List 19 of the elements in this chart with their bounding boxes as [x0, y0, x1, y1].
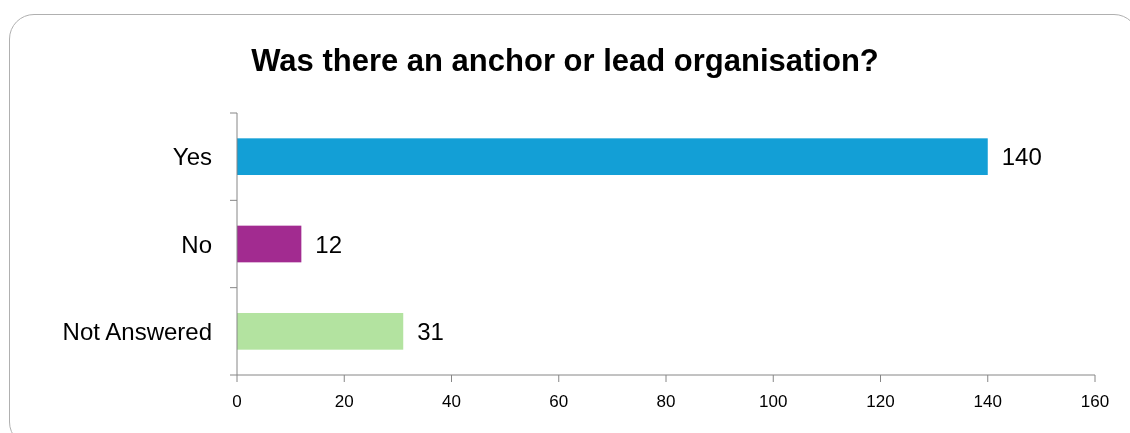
x-tick-label: 160	[1080, 392, 1110, 411]
x-tick-label: 0	[232, 392, 242, 411]
y-tick-label: No	[181, 230, 212, 258]
x-tick-label: 80	[656, 392, 676, 411]
chart-title: Was there an anchor or lead organisation?	[251, 42, 879, 78]
x-tick-label: 20	[334, 392, 354, 411]
y-tick-label: Not Answered	[62, 317, 212, 345]
data-label: 31	[417, 317, 444, 345]
bar	[237, 138, 988, 176]
x-tick-label: 60	[549, 392, 569, 411]
x-tick-label: 140	[973, 392, 1002, 411]
bar	[237, 225, 302, 263]
y-tick-label: Yes	[172, 143, 212, 171]
x-tick-label: 40	[442, 392, 461, 411]
data-label: 12	[315, 230, 343, 258]
x-tick-label: 120	[866, 392, 895, 411]
data-label: 140	[1001, 143, 1042, 171]
bar	[237, 312, 404, 350]
x-tick-label: 100	[759, 392, 788, 411]
